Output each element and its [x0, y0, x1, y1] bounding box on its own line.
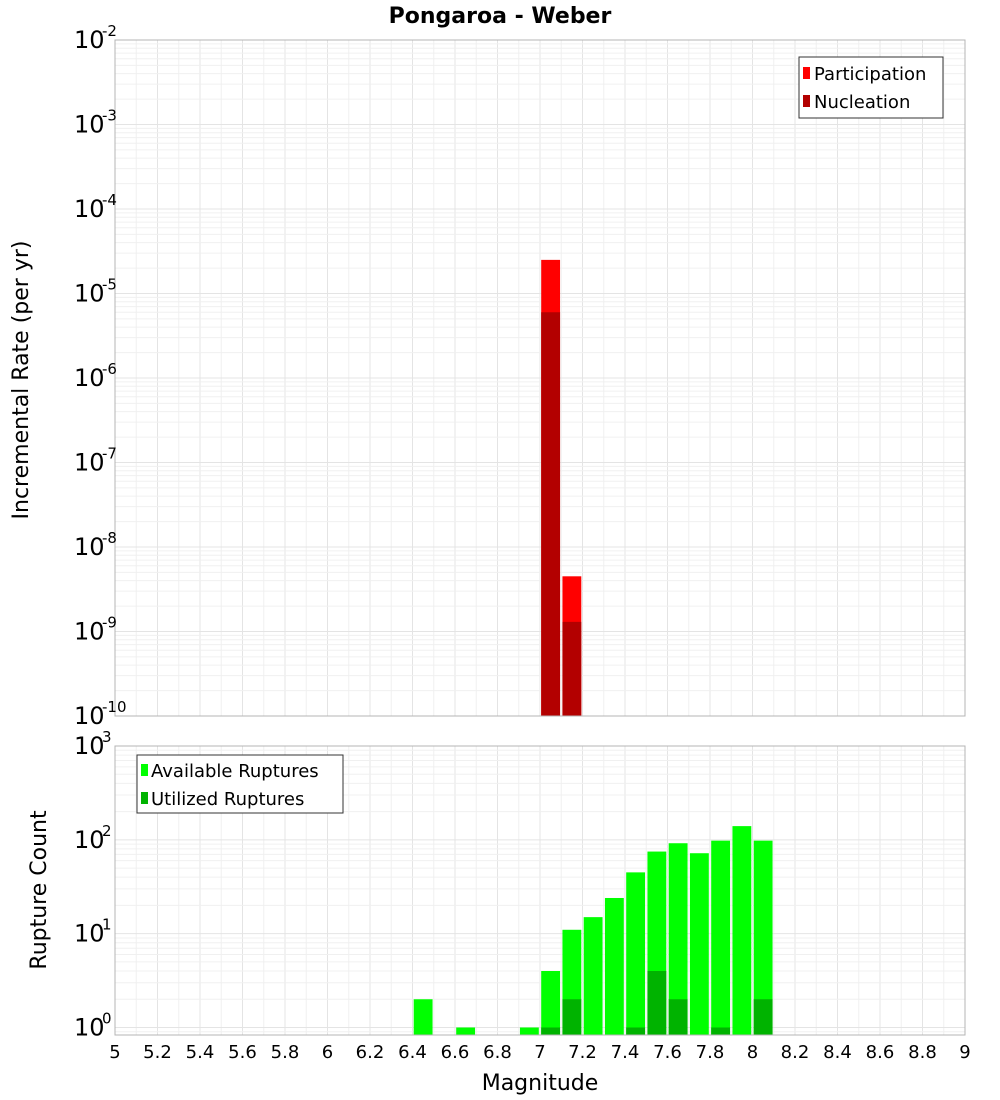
top-grid	[115, 40, 965, 716]
y-tick-label: 10	[74, 702, 105, 730]
bottom-grid	[115, 746, 965, 1035]
bottom-legend: Available Ruptures Utilized Ruptures	[136, 754, 344, 814]
x-tick-label: 5.6	[228, 1042, 257, 1063]
y-tick-exponent: 1	[102, 916, 112, 934]
top-y-axis-label: Incremental Rate (per yr)	[9, 241, 34, 520]
bar-available-ruptures	[753, 840, 773, 1035]
y-tick-label: 10	[74, 111, 105, 139]
bar-available-ruptures	[689, 853, 709, 1035]
y-tick-exponent: -9	[102, 614, 117, 632]
legend-swatch-participation	[803, 67, 810, 79]
x-tick-label: 9	[959, 1042, 970, 1063]
top-legend: Participation Nucleation	[798, 56, 944, 119]
y-tick-exponent: -10	[102, 698, 127, 716]
legend-swatch-nucleation	[803, 95, 810, 107]
legend-swatch-available-ruptures	[141, 764, 148, 776]
bar-utilized-ruptures	[626, 1027, 646, 1035]
x-tick-label: 7.8	[696, 1042, 725, 1063]
top-bars	[541, 259, 582, 716]
bottom-plot-border	[114, 745, 966, 1036]
x-tick-label: 5	[109, 1042, 120, 1063]
bar-utilized-ruptures	[668, 999, 688, 1035]
bar-utilized-ruptures	[753, 999, 773, 1035]
x-tick-label: 6.4	[398, 1042, 427, 1063]
y-tick-label: 10	[74, 533, 105, 561]
y-tick-exponent: -4	[102, 191, 117, 209]
x-tick-label: 5.4	[186, 1042, 215, 1063]
y-tick-label: 10	[74, 732, 105, 760]
bar-nucleation	[562, 621, 582, 716]
top-legend-box	[798, 56, 944, 119]
bottom-legend-box	[136, 754, 344, 814]
bottom-bars	[413, 826, 773, 1035]
y-tick-label: 10	[74, 826, 105, 854]
bar-available-ruptures	[413, 999, 433, 1035]
x-axis-label: Magnitude	[482, 1071, 599, 1096]
x-tick-labels: 5 5.2 5.4 5.6 5.8 6 6.2 6.4 6.6 6.8 7 7.2 7.4 7.6 7.8 8…	[109, 1042, 970, 1063]
legend-label-participation: Participation	[814, 64, 926, 85]
y-tick-label: 10	[74, 1013, 105, 1041]
y-tick-label: 10	[74, 280, 105, 308]
x-tick-label: 8.6	[866, 1042, 895, 1063]
x-tick-label: 6.2	[356, 1042, 385, 1063]
bar-available-ruptures	[541, 971, 561, 1035]
top-plot-area	[114, 39, 966, 717]
y-tick-exponent: -2	[102, 22, 117, 40]
bar-available-ruptures	[626, 872, 646, 1035]
bar-utilized-ruptures	[647, 971, 667, 1035]
y-tick-exponent: 3	[102, 728, 112, 746]
y-tick-label: 10	[74, 920, 105, 948]
y-tick-exponent: 2	[102, 822, 112, 840]
bar-available-ruptures	[604, 897, 624, 1035]
y-tick-exponent: 0	[102, 1009, 112, 1027]
y-tick-exponent: -7	[102, 445, 117, 463]
legend-label-available-ruptures: Available Ruptures	[151, 761, 319, 782]
x-tick-label: 7.6	[653, 1042, 682, 1063]
bar-available-ruptures	[668, 843, 688, 1035]
bar-utilized-ruptures	[562, 999, 582, 1035]
x-tick-label: 7.4	[611, 1042, 640, 1063]
y-tick-label: 10	[74, 449, 105, 477]
x-tick-label: 6.6	[441, 1042, 470, 1063]
x-tick-label: 8.8	[908, 1042, 937, 1063]
legend-label-utilized-ruptures: Utilized Ruptures	[151, 789, 304, 810]
bar-available-ruptures	[711, 840, 731, 1035]
y-tick-exponent: -8	[102, 529, 117, 547]
y-tick-label: 10	[74, 195, 105, 223]
bar-nucleation	[541, 312, 561, 716]
bar-utilized-ruptures	[541, 1027, 561, 1035]
legend-swatch-utilized-ruptures	[141, 792, 148, 804]
legend-label-nucleation: Nucleation	[814, 92, 910, 113]
bar-available-ruptures	[456, 1027, 476, 1035]
chart-title: Pongaroa - Weber	[389, 4, 612, 29]
y-tick-exponent: -6	[102, 360, 117, 378]
y-tick-exponent: -3	[102, 107, 117, 125]
x-tick-label: 7	[534, 1042, 545, 1063]
x-tick-label: 8	[747, 1042, 758, 1063]
x-tick-label: 7.2	[568, 1042, 597, 1063]
bar-available-ruptures	[732, 826, 752, 1035]
top-plot-border	[114, 39, 966, 717]
x-tick-label: 5.2	[143, 1042, 172, 1063]
y-tick-label: 10	[74, 26, 105, 54]
y-tick-exponent: -5	[102, 276, 117, 294]
x-tick-label: 5.8	[271, 1042, 300, 1063]
bar-utilized-ruptures	[711, 1027, 731, 1035]
y-tick-label: 10	[74, 618, 105, 646]
bottom-y-axis-label: Rupture Count	[27, 810, 52, 970]
x-tick-label: 6	[322, 1042, 333, 1063]
x-tick-label: 8.2	[781, 1042, 810, 1063]
x-tick-label: 8.4	[823, 1042, 852, 1063]
bar-available-ruptures	[519, 1027, 539, 1035]
x-tick-label: 6.8	[483, 1042, 512, 1063]
y-tick-label: 10	[74, 364, 105, 392]
bar-available-ruptures	[583, 917, 603, 1035]
